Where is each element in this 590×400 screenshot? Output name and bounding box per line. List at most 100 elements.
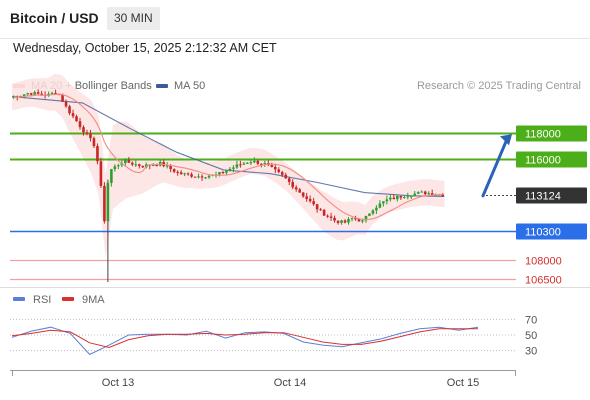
candle-body — [200, 176, 204, 178]
candle-body — [141, 166, 145, 168]
candle-body — [270, 165, 274, 167]
bollinger-band-area — [12, 73, 445, 258]
rsi-swatch-icon — [13, 297, 25, 301]
rsi-ma-legend-label: 9MA — [82, 294, 105, 306]
candle-body — [103, 185, 106, 222]
candle-body — [204, 177, 207, 179]
candle-body — [399, 195, 403, 198]
candle-body — [232, 167, 235, 169]
candle-body — [249, 162, 253, 164]
candle-body — [385, 199, 389, 202]
rsi-legend-label: RSI — [33, 294, 51, 306]
candle-body — [235, 164, 239, 168]
level-label-110300: 110300 — [525, 227, 561, 239]
candle-body — [423, 191, 427, 195]
candle-body — [413, 193, 417, 197]
candle-body — [263, 163, 267, 165]
candle-body — [228, 168, 232, 171]
candle-body — [416, 192, 420, 194]
candle-body — [260, 163, 263, 165]
candle-body — [402, 197, 406, 199]
level-label-108000: 108000 — [525, 256, 562, 268]
candle-body — [172, 169, 176, 172]
candle-body — [396, 195, 399, 200]
x-tick-label: Oct 13 — [102, 377, 134, 389]
candle-body — [343, 220, 347, 223]
last-price-tag — [516, 187, 587, 204]
ma20-line — [13, 93, 443, 221]
candle-body — [298, 189, 301, 193]
candle-body — [225, 170, 228, 173]
candle-body — [186, 173, 190, 175]
candle-body — [242, 163, 246, 165]
candle-body — [71, 113, 75, 117]
candle-body — [294, 187, 298, 190]
candle-body — [291, 181, 295, 188]
candle-body — [190, 174, 193, 177]
candle-body — [78, 121, 82, 128]
candle-body — [193, 176, 197, 178]
candle-body — [134, 164, 138, 166]
candle-body — [319, 209, 322, 211]
candle-body — [124, 159, 127, 164]
candle-body — [96, 146, 99, 162]
candle-body — [389, 197, 392, 200]
candle-body — [333, 217, 336, 221]
candle-body — [312, 201, 315, 205]
candle-body — [26, 93, 29, 95]
rsi-tick-70: 70 — [525, 314, 537, 326]
candle-body — [85, 132, 89, 134]
candle-body — [221, 172, 225, 174]
candle-body — [165, 165, 169, 167]
rsi-tick-50: 50 — [525, 330, 537, 342]
candle-body — [441, 194, 444, 197]
x-tick-label: Oct 14 — [274, 377, 306, 389]
candle-body — [92, 138, 96, 147]
candle-body — [113, 166, 117, 170]
candle-body — [29, 93, 33, 95]
candle-body — [89, 133, 92, 139]
candle-body — [361, 220, 364, 222]
level-tag-116000 — [516, 151, 587, 168]
candle-body — [364, 215, 368, 221]
candle-body — [106, 182, 110, 222]
candle-body — [347, 219, 350, 223]
candle-body — [357, 218, 361, 222]
rsi-line — [11, 326, 479, 356]
candle-body — [329, 216, 333, 218]
candle-body — [36, 92, 40, 94]
timeframe-button[interactable]: 30 MIN — [107, 7, 160, 30]
candle-body — [131, 162, 134, 165]
candle-body — [322, 209, 326, 216]
candle-body — [315, 204, 319, 210]
level-label-116000: 116000 — [525, 155, 561, 167]
candle-body — [68, 106, 71, 114]
candle-body — [280, 172, 284, 175]
candle-body — [151, 165, 155, 167]
level-label-106500: 106500 — [525, 275, 562, 287]
ma50-line — [11, 96, 445, 197]
rsi-tick-30: 30 — [525, 346, 537, 358]
x-tick-label: Oct 15 — [447, 377, 479, 389]
rsi-ma-line — [11, 328, 478, 349]
candle-body — [117, 165, 120, 167]
candle-body — [75, 116, 78, 122]
candle-body — [284, 174, 288, 179]
legend-ma50: MA 50 — [156, 80, 205, 92]
level-tag-110300 — [516, 223, 587, 240]
forecast-arrow-shaft — [481, 137, 509, 198]
candle-body — [137, 164, 141, 167]
candle-body — [371, 210, 375, 214]
candle-body — [179, 172, 183, 175]
candle-body — [253, 160, 256, 163]
candle-body — [82, 127, 85, 133]
candle-body — [273, 166, 277, 170]
candle-body — [127, 159, 131, 163]
candle-body — [155, 165, 159, 167]
candle-body — [22, 94, 26, 97]
timestamp: Wednesday, October 15, 2025 2:12:32 AM C… — [13, 41, 277, 55]
level-tag-118000 — [516, 125, 587, 142]
candle-body — [382, 201, 385, 204]
candle-body — [308, 198, 312, 202]
